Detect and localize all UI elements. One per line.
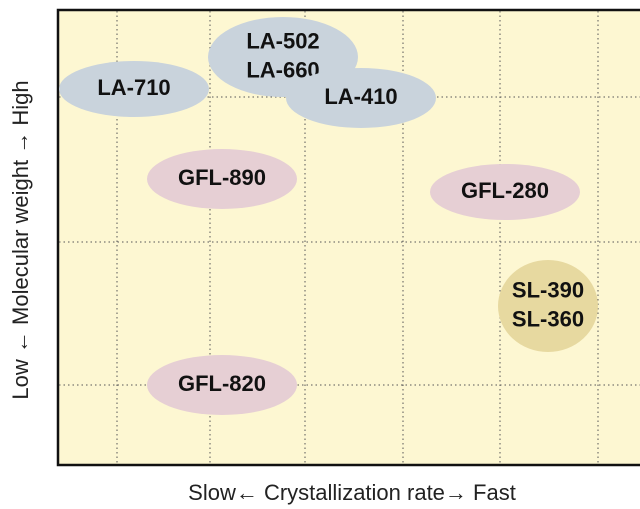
bubble <box>498 260 598 352</box>
product-label: GFL-280 <box>461 178 549 203</box>
product-label: LA-710 <box>97 75 170 100</box>
bubble <box>430 164 580 220</box>
grid <box>59 11 640 464</box>
bubble <box>59 61 209 117</box>
bubble <box>286 68 436 128</box>
bubble <box>147 355 297 415</box>
nodes: LA-710LA-502LA-660LA-410GFL-890GFL-280SL… <box>59 17 598 415</box>
product-label: SL-390 <box>512 277 584 302</box>
bubble <box>147 149 297 209</box>
product-label: LA-502 <box>246 28 319 53</box>
product-label: SL-360 <box>512 306 584 331</box>
product-label: GFL-890 <box>178 165 266 190</box>
x-axis-label: Slow← Crystallization rate→ Fast <box>188 480 516 505</box>
product-label: LA-410 <box>324 84 397 109</box>
product-label: GFL-820 <box>178 371 266 396</box>
y-axis-label: Low ← Molecular weight → High <box>8 80 33 399</box>
